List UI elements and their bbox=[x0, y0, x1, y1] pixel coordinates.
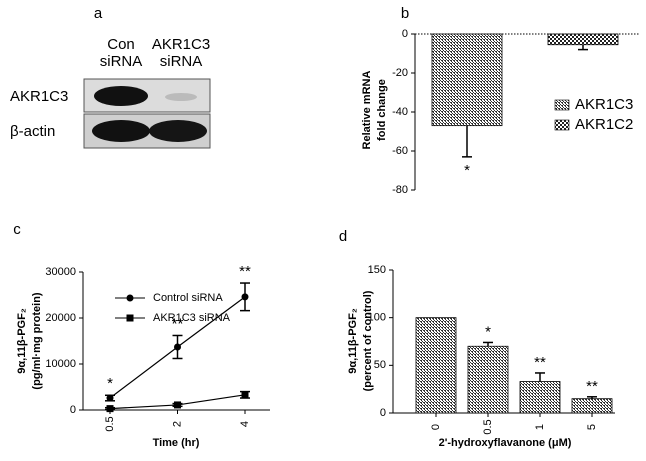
marker bbox=[174, 401, 181, 409]
annotation: * bbox=[485, 323, 491, 340]
legend-swatch bbox=[554, 99, 570, 111]
annotation: ** bbox=[172, 315, 184, 332]
y-tick-label: -80 bbox=[392, 184, 408, 196]
bar bbox=[431, 33, 503, 127]
bar bbox=[547, 33, 619, 46]
x-tick-label: 1 bbox=[534, 424, 546, 430]
marker bbox=[126, 314, 134, 322]
annotation: ** bbox=[239, 263, 251, 280]
blot-panel: a Con siRNA AKR1C3 siRNA AKR1C3 β-actin bbox=[10, 5, 211, 149]
annotation: * bbox=[464, 162, 470, 179]
y-tick-label: -20 bbox=[392, 67, 408, 79]
lane-label: siRNA bbox=[100, 53, 143, 70]
panel-label: d bbox=[339, 228, 347, 245]
y-tick-label: 100 bbox=[368, 312, 386, 324]
bar bbox=[519, 381, 561, 414]
y-tick-label: 20000 bbox=[45, 312, 76, 324]
marker bbox=[241, 391, 249, 399]
band bbox=[92, 120, 150, 142]
legend-label: AKR1C3 siRNA bbox=[153, 312, 231, 324]
bar bbox=[571, 398, 613, 414]
y-tick-label: 30000 bbox=[45, 266, 76, 278]
annotation: ** bbox=[586, 378, 598, 395]
y-tick-label: 0 bbox=[70, 404, 76, 416]
y-tick-label: 50 bbox=[374, 359, 386, 371]
marker bbox=[174, 343, 181, 351]
x-tick-label: 0.5 bbox=[104, 416, 116, 431]
band bbox=[149, 120, 207, 142]
x-tick-label: 2 bbox=[171, 421, 183, 427]
y-tick-label: 0 bbox=[402, 28, 408, 40]
error-bar bbox=[462, 125, 472, 158]
x-tick-label: 0.5 bbox=[482, 419, 494, 434]
x-tick-label: 5 bbox=[586, 424, 598, 430]
row-label: β-actin bbox=[10, 123, 55, 140]
panel-label: c bbox=[13, 221, 21, 238]
legend-label: AKR1C2 bbox=[575, 116, 633, 133]
y-axis-label: fold change bbox=[376, 79, 388, 141]
y-tick-label: 150 bbox=[368, 264, 386, 276]
y-axis-label: Relative mRNA bbox=[361, 71, 373, 150]
bar bbox=[467, 345, 509, 414]
band bbox=[165, 93, 197, 101]
panel-label: b bbox=[401, 5, 409, 22]
row-label: AKR1C3 bbox=[10, 88, 68, 105]
lane-label: siRNA bbox=[160, 53, 203, 70]
error-bar bbox=[578, 44, 588, 51]
lane-label: Con bbox=[107, 36, 135, 53]
legend-label: Control siRNA bbox=[153, 292, 223, 304]
y-tick-label: 10000 bbox=[45, 358, 76, 370]
y-tick-label: -60 bbox=[392, 145, 408, 157]
bar bbox=[415, 317, 457, 414]
error-bar bbox=[587, 396, 597, 399]
error-bar bbox=[483, 341, 493, 347]
marker bbox=[241, 293, 249, 301]
x-axis-label: Time (hr) bbox=[153, 437, 200, 449]
y-tick-label: 0 bbox=[380, 407, 386, 419]
x-tick-label: 4 bbox=[239, 421, 251, 427]
panel-label: a bbox=[94, 5, 103, 22]
marker bbox=[106, 405, 114, 413]
x-tick-label: 0 bbox=[430, 424, 442, 430]
legend-swatch bbox=[554, 119, 570, 131]
lane-label: AKR1C3 bbox=[152, 36, 210, 53]
marker bbox=[106, 394, 114, 402]
y-axis-label: 9α,11β-PGF₂ bbox=[16, 308, 28, 374]
x-axis-label: 2'-hydroxyflavanone (μM) bbox=[439, 437, 572, 449]
y-tick-label: -40 bbox=[392, 106, 408, 118]
marker bbox=[126, 294, 134, 302]
annotation: * bbox=[107, 375, 113, 392]
annotation: ** bbox=[534, 354, 546, 371]
y-axis-label: 9α,11β-PGF₂ bbox=[347, 308, 359, 374]
error-bar bbox=[535, 372, 545, 382]
legend-label: AKR1C3 bbox=[575, 96, 633, 113]
band bbox=[94, 86, 148, 106]
y-axis-label: (percent of control) bbox=[362, 290, 374, 391]
y-axis-label: (pg/ml·mg protein) bbox=[31, 292, 43, 389]
